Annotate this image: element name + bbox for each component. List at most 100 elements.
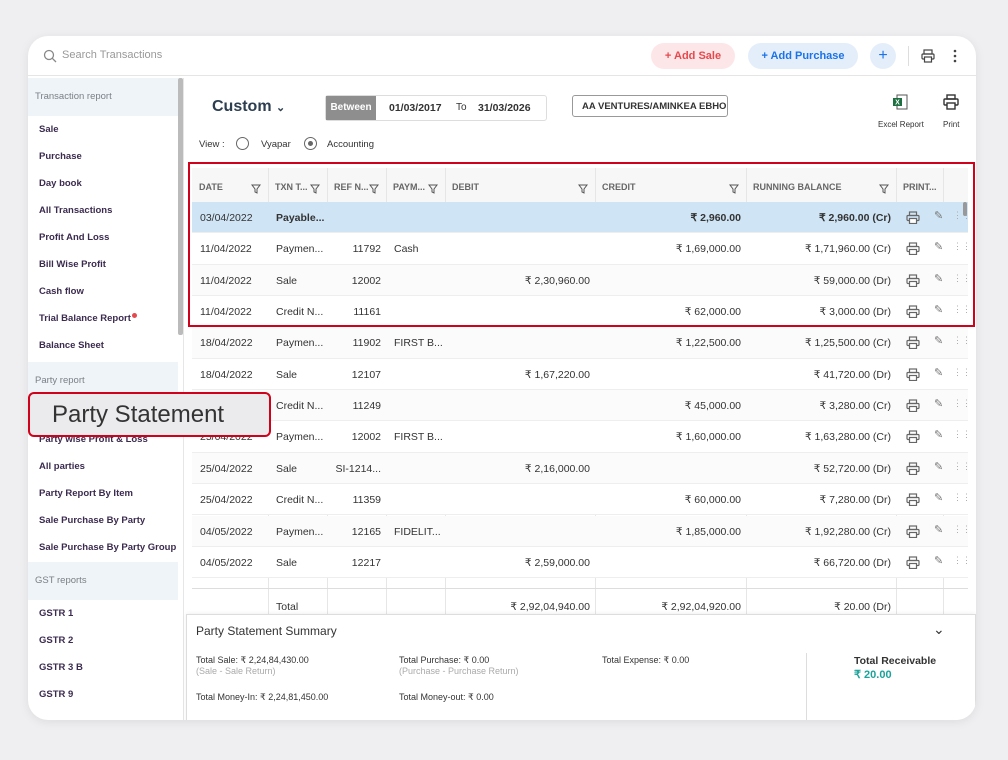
radio-vyapar[interactable] <box>236 137 249 150</box>
row-edit-icon[interactable]: ✎ <box>934 398 944 411</box>
more-icon[interactable] <box>952 49 958 63</box>
to-date[interactable]: 31/03/2026 <box>478 102 531 114</box>
filter-icon[interactable] <box>879 181 889 194</box>
print-report-icon[interactable] <box>943 94 959 110</box>
sidebar-item[interactable]: GSTR 9 <box>39 689 74 700</box>
filter-icon[interactable] <box>729 181 739 194</box>
sidebar-item[interactable]: Profit And Loss <box>39 232 110 243</box>
table-row[interactable] <box>192 452 968 485</box>
print-label[interactable]: Print <box>943 120 960 129</box>
sidebar-item[interactable]: All parties <box>39 461 85 472</box>
row-drag-handle[interactable]: ⋮⋮ <box>953 272 971 283</box>
row-print-icon[interactable] <box>906 274 920 292</box>
add-sale-button[interactable]: + Add Sale <box>651 43 735 69</box>
row-drag-handle[interactable]: ⋮⋮ <box>953 241 971 252</box>
view-option[interactable]: Accounting <box>327 139 375 150</box>
sidebar-item[interactable]: Day book <box>39 178 82 189</box>
sidebar-item[interactable]: Balance Sheet <box>39 340 104 351</box>
radio-accounting[interactable] <box>304 137 317 150</box>
sidebar-item[interactable]: Purchase <box>39 151 82 162</box>
party-select[interactable]: AA VENTURES/AMINKEA EBHOH <box>572 95 728 117</box>
row-edit-icon[interactable]: ✎ <box>934 210 944 222</box>
row-print-icon[interactable] <box>906 399 920 417</box>
collapse-icon[interactable]: ⌄ <box>933 621 945 637</box>
column-header[interactable]: TXN T... <box>275 182 308 192</box>
sidebar-item[interactable]: GSTR 2 <box>39 635 74 646</box>
row-print-icon[interactable] <box>906 336 920 354</box>
print-icon[interactable] <box>921 49 935 63</box>
sidebar-item[interactable]: Party wise Profit & Loss <box>39 434 148 445</box>
row-drag-handle[interactable]: ⋮⋮ <box>953 460 971 471</box>
column-header[interactable]: DATE <box>199 182 223 192</box>
table-row[interactable] <box>192 233 968 265</box>
table-row[interactable] <box>192 358 968 391</box>
sidebar-item[interactable]: All Transactions <box>39 205 113 216</box>
row-edit-icon[interactable]: ✎ <box>934 366 944 379</box>
filter-icon[interactable] <box>578 181 588 194</box>
column-header[interactable]: PRINT... <box>903 182 937 192</box>
row-print-icon[interactable] <box>906 493 920 511</box>
row-edit-icon[interactable]: ✎ <box>934 492 944 505</box>
row-drag-handle[interactable]: ⋮⋮ <box>953 366 971 377</box>
excel-icon[interactable]: X <box>892 94 908 110</box>
sidebar-item[interactable]: GSTR 1 <box>39 608 74 619</box>
period-select[interactable]: Custom ⌄ <box>212 98 286 115</box>
from-date[interactable]: 01/03/2017 <box>389 102 442 114</box>
row-print-icon[interactable] <box>906 305 920 323</box>
column-header[interactable]: PAYM... <box>393 182 426 192</box>
row-drag-handle[interactable]: ⋮⋮ <box>953 523 971 534</box>
search-input[interactable]: Search Transactions <box>62 49 163 61</box>
table-row[interactable] <box>192 546 968 579</box>
sidebar-item[interactable]: Trial Balance Report <box>39 313 137 324</box>
row-print-icon[interactable] <box>906 462 920 480</box>
column-header[interactable]: RUNNING BALANCE <box>753 182 842 192</box>
view-option[interactable]: Vyapar <box>261 139 291 150</box>
row-edit-icon[interactable]: ✎ <box>934 335 944 348</box>
row-drag-handle[interactable]: ⋮⋮ <box>953 554 971 565</box>
plus-button[interactable]: + <box>870 43 896 69</box>
row-drag-handle[interactable]: ⋮⋮ <box>953 429 971 440</box>
sidebar-item[interactable]: Party Report By Item <box>39 488 133 499</box>
row-edit-icon[interactable]: ✎ <box>934 241 944 254</box>
row-print-icon[interactable] <box>906 556 920 574</box>
sidebar-item[interactable]: Sale <box>39 124 59 135</box>
excel-label[interactable]: Excel Report <box>878 120 924 129</box>
filter-icon[interactable] <box>428 181 438 194</box>
row-print-icon[interactable] <box>906 368 920 386</box>
sidebar-item[interactable]: Sale Purchase By Party <box>39 515 146 526</box>
filter-icon[interactable] <box>369 181 379 194</box>
row-edit-icon[interactable]: ✎ <box>934 429 944 442</box>
table-row[interactable] <box>192 421 968 453</box>
table-row[interactable] <box>192 390 968 422</box>
row-edit-icon[interactable]: ✎ <box>934 272 944 285</box>
filter-icon[interactable] <box>310 181 320 194</box>
table-row[interactable] <box>192 484 968 516</box>
row-drag-handle[interactable]: ⋮⋮ <box>953 210 971 220</box>
row-drag-handle[interactable]: ⋮⋮ <box>953 492 971 503</box>
sidebar-item[interactable]: Sale Purchase By Party Group <box>39 542 177 553</box>
row-edit-icon[interactable]: ✎ <box>934 554 944 567</box>
date-range[interactable]: Between 01/03/2017 To 31/03/2026 <box>325 95 547 121</box>
row-drag-handle[interactable]: ⋮⋮ <box>953 304 971 315</box>
sidebar-item[interactable]: Bill Wise Profit <box>39 259 106 270</box>
row-edit-icon[interactable]: ✎ <box>934 460 944 473</box>
table-row[interactable] <box>192 264 968 297</box>
table-row[interactable] <box>192 515 968 547</box>
row-print-icon[interactable] <box>906 524 920 543</box>
column-header[interactable]: DEBIT <box>452 182 479 192</box>
row-drag-handle[interactable]: ⋮⋮ <box>953 335 971 346</box>
sidebar-scrollbar[interactable] <box>178 78 183 335</box>
table-row[interactable] <box>192 327 968 359</box>
row-edit-icon[interactable]: ✎ <box>934 304 944 317</box>
filter-icon[interactable] <box>251 181 261 194</box>
row-print-icon[interactable] <box>906 211 920 229</box>
row-print-icon[interactable] <box>906 242 920 260</box>
row-print-icon[interactable] <box>906 430 920 448</box>
table-row[interactable] <box>192 202 968 234</box>
row-edit-icon[interactable]: ✎ <box>934 523 944 536</box>
column-header[interactable]: CREDIT <box>602 182 636 192</box>
table-scrollbar[interactable] <box>963 202 967 216</box>
add-purchase-button[interactable]: + Add Purchase <box>748 43 858 69</box>
row-drag-handle[interactable]: ⋮⋮ <box>953 398 971 409</box>
sidebar-item[interactable]: GSTR 3 B <box>39 662 83 673</box>
